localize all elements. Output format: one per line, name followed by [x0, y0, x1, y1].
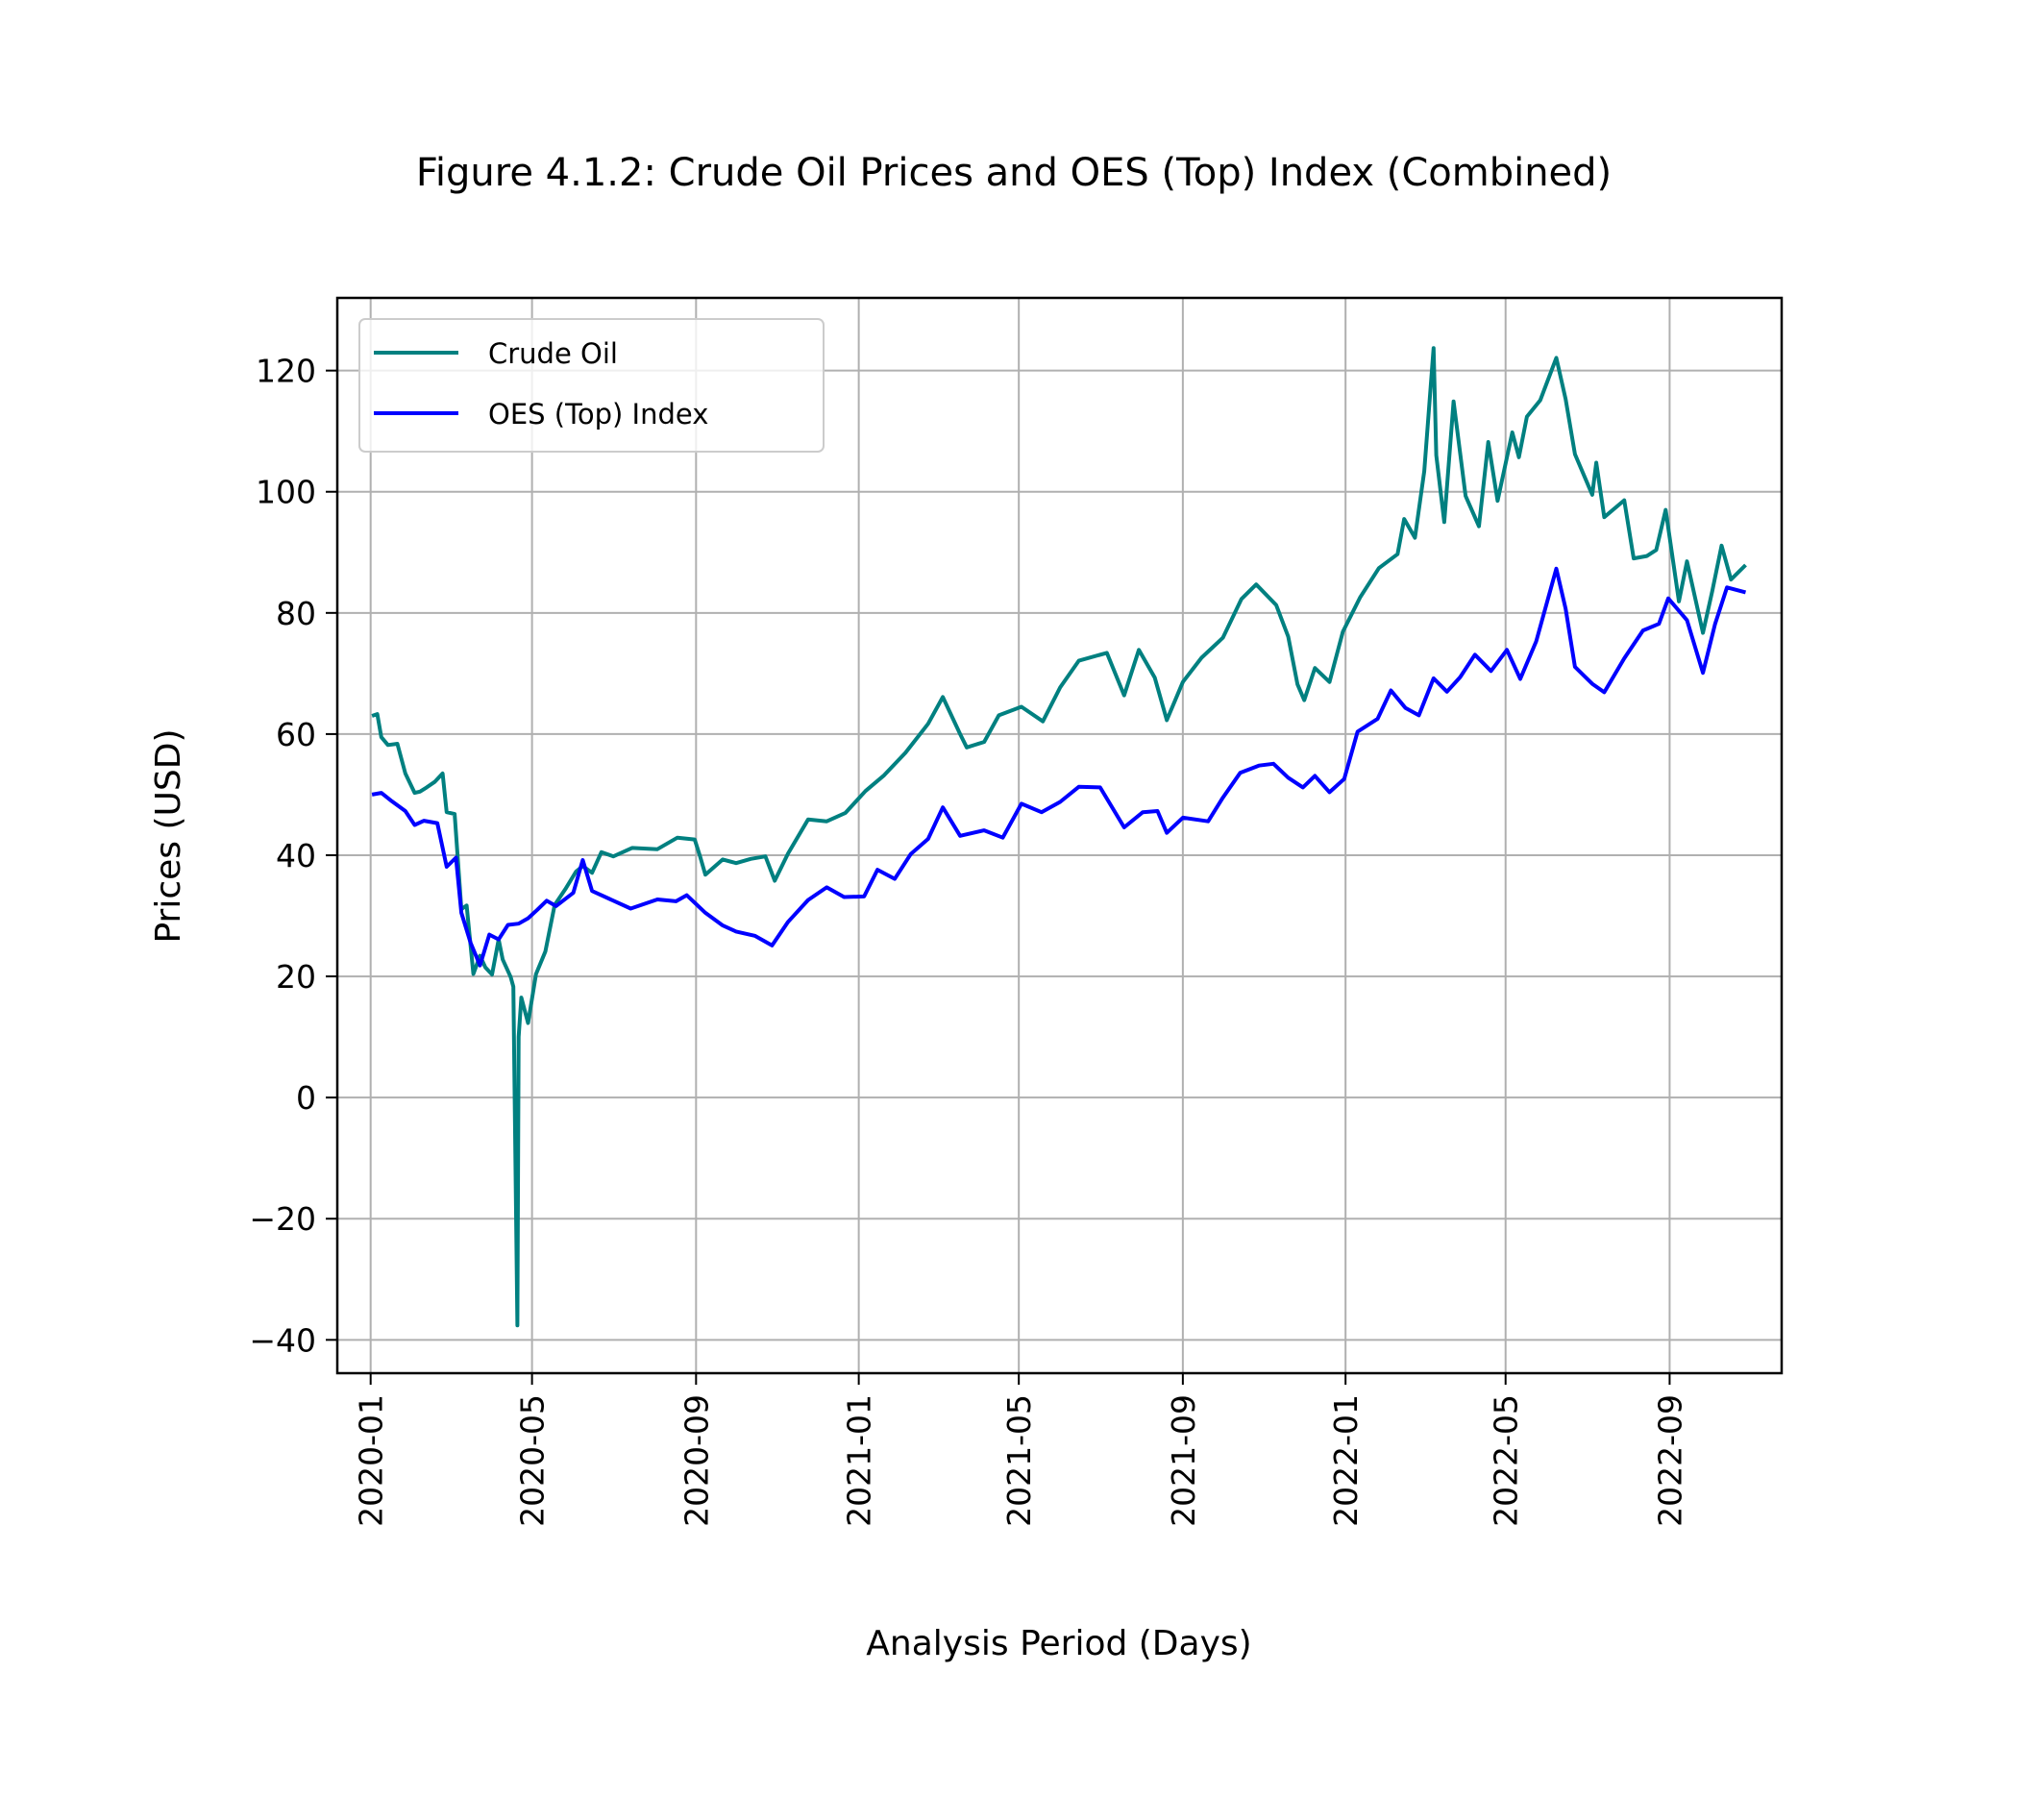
y-tick-label: 60 — [276, 716, 316, 753]
y-tick-label: 120 — [256, 353, 316, 390]
y-tick-label: 80 — [276, 595, 316, 632]
grid-lines — [337, 298, 1782, 1373]
x-tick-label: 2022-09 — [1651, 1394, 1688, 1527]
y-axis-label: Prices (USD) — [149, 728, 188, 943]
legend-box — [358, 318, 825, 453]
y-tick-label: 0 — [296, 1079, 316, 1117]
x-tick-label: 2021-05 — [1000, 1394, 1038, 1527]
x-tick-label: 2021-09 — [1165, 1394, 1202, 1527]
x-tick-label: 2020-09 — [677, 1394, 715, 1527]
y-tick-label: −40 — [249, 1321, 316, 1359]
plot-frame — [335, 296, 1784, 1375]
x-tick-label: 2022-01 — [1327, 1394, 1365, 1527]
legend: Crude Oil OES (Top) Index — [358, 318, 825, 453]
x-tick-label: 2022-05 — [1488, 1394, 1525, 1527]
y-tick-label: 40 — [276, 837, 316, 874]
x-tick-label: 2021-01 — [841, 1394, 878, 1527]
chart-title: Figure 4.1.2: Crude Oil Prices and OES (… — [416, 151, 1612, 195]
series-line-crude-oil — [371, 346, 1747, 1328]
y-tick-label: −20 — [249, 1200, 316, 1238]
y-tick-label: 100 — [256, 474, 316, 511]
legend-label-oes-top-index: OES (Top) Index — [488, 398, 708, 431]
y-tick-label: 20 — [276, 958, 316, 996]
x-tick-label: 2020-01 — [353, 1394, 390, 1527]
x-axis-ticks: 2020-01 2020-05 2020-09 2021-01 2021-05 2021-… — [353, 1373, 1688, 1527]
series-line-oes-top-index — [371, 566, 1747, 968]
plot-area — [371, 346, 1747, 1328]
y-axis-ticks: −40 −20 0 20 40 60 80 100 120 — [249, 353, 337, 1359]
x-tick-label: 2020-05 — [514, 1394, 552, 1527]
legend-label-crude-oil: Crude Oil — [488, 337, 618, 370]
x-axis-label: Analysis Period (Days) — [866, 1624, 1251, 1663]
